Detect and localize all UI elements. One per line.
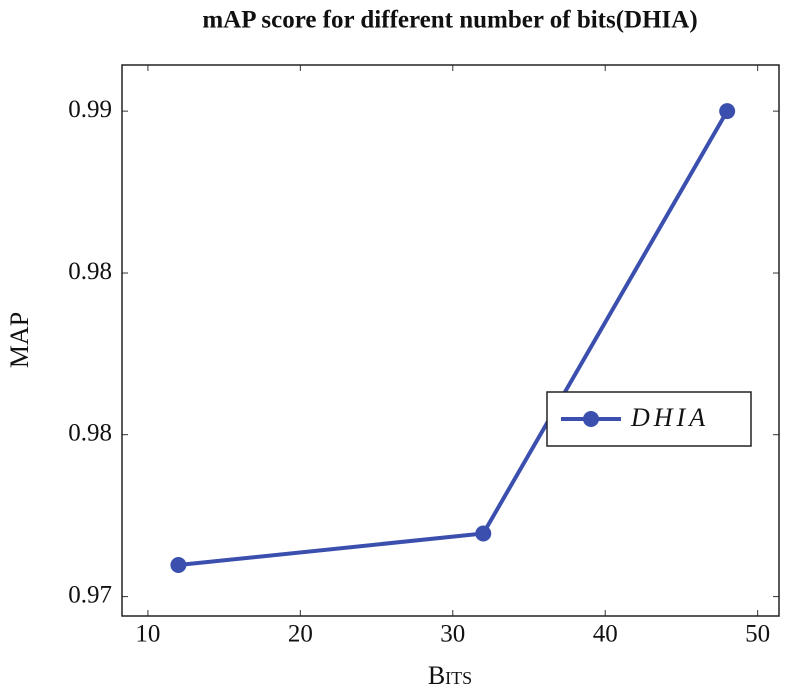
x-tick-label: 30 xyxy=(440,621,465,648)
y-tick-label: 0.99 xyxy=(68,96,112,123)
point xyxy=(719,103,736,120)
x-tick-label: 20 xyxy=(288,621,313,648)
x-tick-label: 40 xyxy=(593,621,618,648)
legend-marker xyxy=(583,411,599,427)
legend-label: DHIA xyxy=(630,403,709,432)
line xyxy=(178,110,729,568)
x-tick-label: 10 xyxy=(135,621,160,648)
plot-frame xyxy=(121,64,780,617)
legend-box xyxy=(546,391,752,447)
x-axis-label: Bits xyxy=(428,661,472,690)
point xyxy=(475,525,492,542)
point xyxy=(170,557,187,574)
chart-title: mAP score for different number of bits(D… xyxy=(202,7,697,34)
y-tick-label: 0.97 xyxy=(68,581,112,608)
y-tick-label: 0.98 xyxy=(68,258,112,285)
x-tick-label: 50 xyxy=(745,621,770,648)
y-tick-label: 0.98 xyxy=(68,419,112,446)
y-axis-label: MAP xyxy=(5,312,34,368)
